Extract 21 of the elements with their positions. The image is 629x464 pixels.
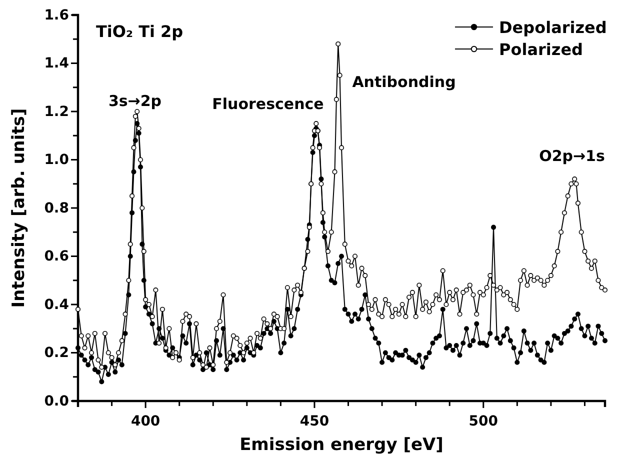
y-tick-label: 0.4 bbox=[44, 296, 70, 313]
text: TiO₂ Ti 2p bbox=[96, 22, 184, 41]
annotation: 3s→2p bbox=[108, 92, 162, 110]
y-tick-label: 0.8 bbox=[44, 200, 69, 216]
annotation: Fluorescence bbox=[212, 95, 324, 113]
x-tick-label: 400 bbox=[130, 413, 160, 430]
y-tick-label: 1.2 bbox=[44, 104, 69, 120]
y-tick-label: 1.4 bbox=[44, 56, 70, 72]
x-tick-label: 450 bbox=[300, 413, 330, 430]
y-axis-title: Intensity [arb. units] bbox=[9, 108, 29, 308]
legend-label: Depolarized bbox=[499, 18, 607, 37]
annotation: O2p→1s bbox=[539, 147, 605, 165]
y-tick-label: 0.6 bbox=[44, 248, 69, 265]
x-tick-label: 500 bbox=[468, 413, 498, 430]
y-tick-label: 0.0 bbox=[44, 393, 70, 410]
x-axis-title: Emission energy [eV] bbox=[240, 435, 444, 455]
legend-label: Polarized bbox=[499, 40, 583, 59]
y-tick-label: 1.6 bbox=[44, 7, 69, 24]
y-tick-label: 0.2 bbox=[44, 345, 69, 362]
annotation: Antibonding bbox=[352, 73, 456, 91]
y-tick-label: 1.0 bbox=[44, 152, 70, 168]
